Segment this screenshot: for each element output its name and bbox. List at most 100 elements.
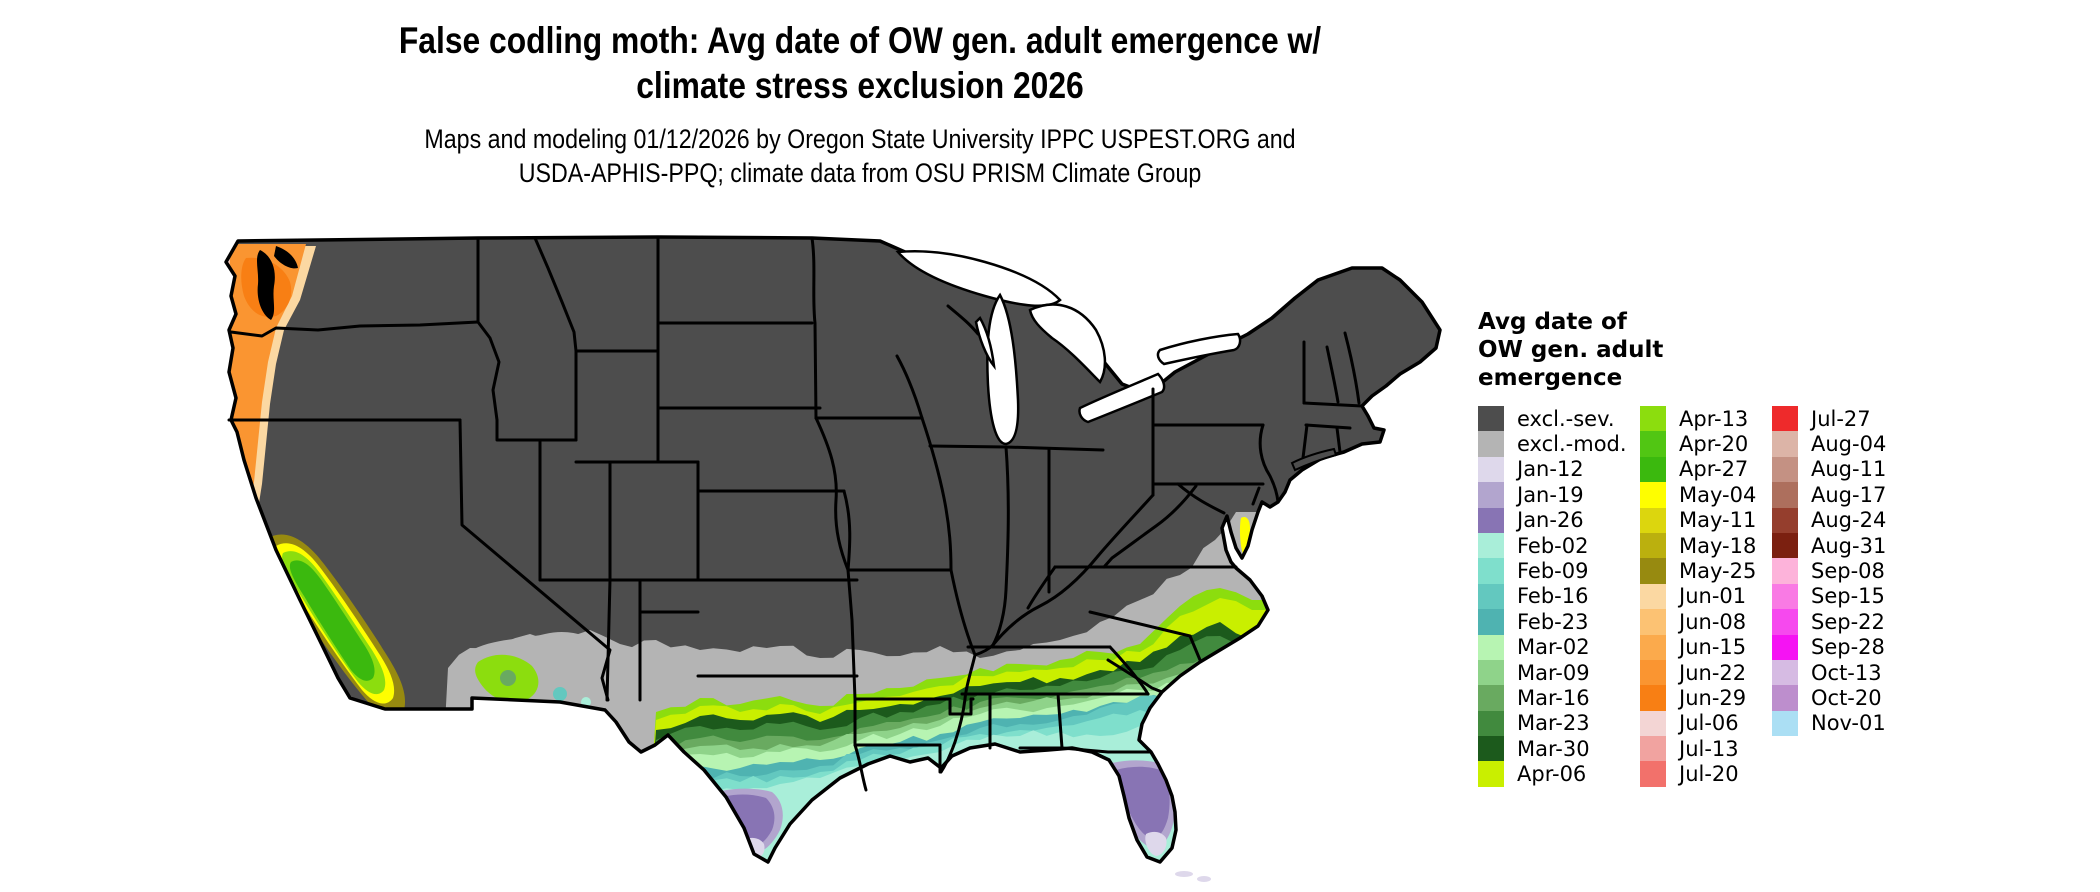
legend-swatch: [1478, 583, 1504, 610]
legend-item-Sep-15: Sep-15: [1772, 583, 1886, 610]
legend-swatch: [1772, 659, 1798, 686]
legend-swatch: [1772, 482, 1798, 508]
legend-item-Jul-06: Jul-06: [1640, 710, 1756, 737]
legend-label: Aug-04: [1811, 432, 1887, 457]
region-socal-teal-1: [350, 710, 362, 722]
legend-swatch: [1640, 761, 1666, 787]
long-island: [1290, 447, 1338, 472]
legend-label: Jan-12: [1517, 457, 1584, 482]
legend-label: Mar-30: [1517, 736, 1590, 761]
legend-item-Feb-09: Feb-09: [1478, 558, 1627, 584]
legend-item-Sep-22: Sep-22: [1772, 609, 1886, 635]
legend-swatch: [1772, 558, 1798, 584]
legend-item-May-25: May-25: [1640, 558, 1757, 584]
legend-swatch: [1478, 609, 1504, 635]
legend-swatch: [1640, 456, 1666, 483]
legend-item-May-04: May-04: [1640, 482, 1757, 508]
map-title-line2: climate stress exclusion 2026: [636, 65, 1084, 106]
legend-label: excl.-mod.: [1517, 432, 1627, 457]
legend-item-Aug-31: Aug-31: [1772, 532, 1887, 559]
legend-swatch: [1772, 456, 1798, 483]
legend-label: Oct-20: [1811, 685, 1882, 710]
legend-item-Feb-16: Feb-16: [1478, 583, 1627, 610]
legend-item-Oct-13: Oct-13: [1772, 659, 1886, 686]
legend-swatch: [1640, 634, 1666, 660]
legend-swatch: [1772, 431, 1798, 457]
legend-label: Jan-19: [1517, 482, 1584, 507]
legend-label: Nov-01: [1811, 711, 1886, 736]
legend-item-Jan-26: Jan-26: [1478, 507, 1627, 533]
lake-erie: [1078, 372, 1166, 424]
state-borders: [227, 235, 1364, 792]
legend-swatch: [1640, 710, 1666, 737]
legend-item-Apr-06: Apr-06: [1478, 761, 1627, 787]
legend-swatch: [1640, 736, 1666, 762]
legend-swatch: [1772, 583, 1798, 610]
legend-swatch: [1640, 507, 1666, 533]
legend-label: Aug-31: [1811, 533, 1887, 558]
legend-swatch: [1772, 685, 1798, 711]
legend-label: Sep-08: [1811, 559, 1885, 584]
legend-label: Sep-28: [1811, 635, 1885, 660]
legend-item-Mar-02: Mar-02: [1478, 634, 1627, 660]
legend-label: Jul-27: [1811, 406, 1871, 431]
region-keys-1: [1175, 871, 1193, 877]
legend-label: Sep-15: [1811, 584, 1885, 609]
legend-swatch: [1478, 482, 1504, 508]
legend-swatch: [1478, 710, 1504, 737]
legend-swatch: [1640, 406, 1666, 432]
legend-swatch: [1772, 710, 1798, 737]
region-nca-may11: [232, 564, 255, 642]
green-bay: [974, 315, 996, 371]
legend-label: Mar-23: [1517, 711, 1590, 736]
legend-swatch: [1478, 558, 1504, 584]
legend-label: Jul-20: [1679, 762, 1739, 787]
legend-label: May-11: [1679, 508, 1757, 533]
legend-item-Jul-20: Jul-20: [1640, 761, 1756, 787]
legend-swatch: [1478, 456, 1504, 483]
legend-label: Feb-23: [1517, 609, 1589, 634]
legend-item-Aug-04: Aug-04: [1772, 431, 1887, 457]
legend-item-Jun-29: Jun-29: [1640, 685, 1756, 711]
legend-item-Jan-12: Jan-12: [1478, 456, 1627, 483]
legend-title-line: emergence: [1478, 365, 1623, 391]
legend-label: Mar-02: [1517, 635, 1590, 660]
legend-label: May-25: [1679, 559, 1757, 584]
legend-item-Apr-27: Apr-27: [1640, 456, 1756, 483]
legend-item-Feb-23: Feb-23: [1478, 609, 1627, 635]
legend-item-May-18: May-18: [1640, 532, 1756, 559]
legend-item-Mar-30: Mar-30: [1478, 736, 1627, 762]
legend-label: Apr-20: [1679, 432, 1749, 457]
legend-item-Jul-27: Jul-27: [1772, 406, 1886, 432]
legend-item-Aug-17: Aug-17: [1772, 482, 1887, 508]
legend-item-Sep-08: Sep-08: [1772, 558, 1886, 584]
legend-swatch: [1478, 659, 1504, 686]
legend-title: Avg date of OW gen. adult emergence: [1478, 308, 1663, 392]
region-az-green: [500, 670, 516, 686]
legend-item-excl.-sev.: excl.-sev.: [1478, 406, 1627, 432]
lake-superior: [895, 250, 1062, 307]
legend-item-excl.-mod.: excl.-mod.: [1478, 431, 1627, 457]
region-socal-teal-3: [389, 717, 399, 727]
map-title-line1: False codling moth: Avg date of OW gen. …: [398, 20, 1322, 61]
legend-label: Aug-11: [1811, 457, 1887, 482]
legend-swatch: [1478, 406, 1504, 432]
legend-column-1: excl.-sev. excl.-mod. Jan-12 Jan-19 Jan-26 Fe…: [1478, 406, 1627, 787]
legend-label: Jun-08: [1679, 609, 1747, 634]
legend-column-3: Jul-27 Aug-04 Aug-11 Aug-17 Aug-24 Aug-31 Sep-…: [1772, 406, 1887, 737]
legend-label: May-04: [1679, 482, 1757, 507]
legend-label: Apr-06: [1517, 762, 1587, 787]
legend-item-May-11: May-11: [1640, 507, 1757, 533]
region-az-teal: [553, 687, 567, 701]
legend-label: Jun-15: [1679, 635, 1747, 660]
legend-swatch: [1640, 583, 1666, 610]
legend-label: Aug-17: [1811, 482, 1887, 507]
legend-item-Feb-02: Feb-02: [1478, 532, 1627, 559]
legend-item-Jan-19: Jan-19: [1478, 482, 1627, 508]
legend-label: Feb-02: [1517, 533, 1589, 558]
legend-item-Sep-28: Sep-28: [1772, 634, 1886, 660]
legend-swatch: [1772, 609, 1798, 635]
region-keys-2: [1197, 876, 1211, 882]
